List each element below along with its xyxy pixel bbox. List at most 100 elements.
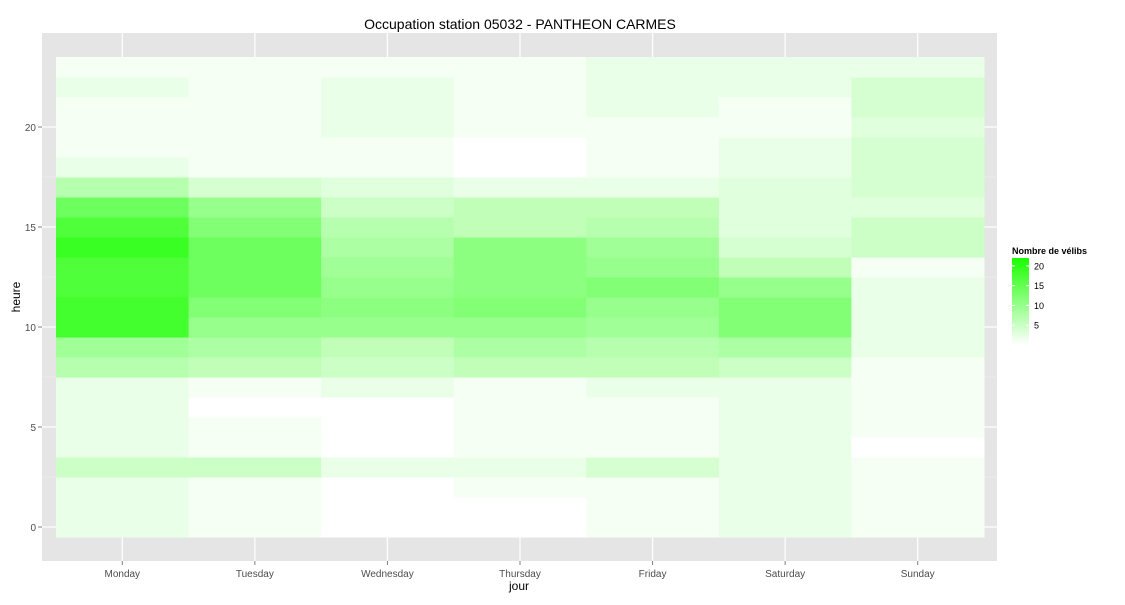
heatmap-cell xyxy=(851,77,985,98)
heatmap-cell xyxy=(56,477,190,498)
heatmap-cell xyxy=(188,117,322,138)
heatmap-cell xyxy=(453,337,587,358)
x-tick-label: Wednesday xyxy=(361,569,414,580)
heatmap-cell xyxy=(321,117,455,138)
axes: 0 5 10 15 20 Monday Tuesday Wednesday Thursday Fr… xyxy=(9,123,935,593)
heatmap-cell xyxy=(56,77,190,98)
heatmap-cell xyxy=(188,457,322,478)
heatmap-cell xyxy=(586,137,720,158)
heatmap-cell xyxy=(188,377,322,398)
heatmap-cell xyxy=(188,297,322,318)
heatmap-cell xyxy=(718,497,852,518)
heatmap-cell xyxy=(188,217,322,238)
y-tick-label: 5 xyxy=(30,423,36,434)
chart-title: Occupation station 05032 - PANTHEON CARM… xyxy=(364,16,676,32)
legend-tick-label: 20 xyxy=(1034,261,1044,271)
heatmap-cell xyxy=(56,497,190,518)
heatmap-cell xyxy=(453,457,587,478)
heatmap-cell xyxy=(586,357,720,378)
heatmap-cell xyxy=(321,337,455,358)
heatmap-cell xyxy=(586,497,720,518)
x-tick-label: Friday xyxy=(639,569,667,580)
heatmap-cell xyxy=(188,317,322,338)
x-tick-label: Monday xyxy=(104,569,140,580)
heatmap-cell xyxy=(321,477,455,498)
heatmap-cell xyxy=(56,177,190,198)
heatmap-cell xyxy=(321,257,455,278)
heatmap-cell xyxy=(586,297,720,318)
heatmap-cell xyxy=(586,57,720,78)
heatmap-cell xyxy=(453,357,587,378)
heatmap-cell xyxy=(188,157,322,178)
heatmap-cell xyxy=(188,77,322,98)
heatmap-cell xyxy=(453,117,587,138)
heatmap-cell xyxy=(586,397,720,418)
heatmap-cell xyxy=(188,97,322,118)
heatmap-cell xyxy=(453,437,587,458)
heatmap-cell xyxy=(56,397,190,418)
heatmap-cell xyxy=(188,197,322,218)
heatmap-cell xyxy=(851,317,985,338)
heatmap-cell xyxy=(188,57,322,78)
heatmap-cell xyxy=(718,317,852,338)
heatmap-cell xyxy=(851,197,985,218)
heatmap-cell xyxy=(188,497,322,518)
heatmap-cell xyxy=(321,77,455,98)
heatmap-cell xyxy=(718,457,852,478)
heatmap-cell xyxy=(321,497,455,518)
heatmap-cell xyxy=(188,257,322,278)
y-tick-label: 0 xyxy=(30,523,36,534)
heatmap-cell xyxy=(56,317,190,338)
heatmap-cell xyxy=(56,97,190,118)
heatmap-cell xyxy=(851,457,985,478)
heatmap-cell xyxy=(586,277,720,298)
heatmap-cell xyxy=(188,417,322,438)
heatmap-cell xyxy=(586,477,720,498)
heatmap-cell xyxy=(56,137,190,158)
heatmap-cell xyxy=(453,97,587,118)
heatmap-cell xyxy=(851,57,985,78)
x-tick-label: Sunday xyxy=(901,569,935,580)
heatmap-cell xyxy=(188,477,322,498)
heatmap-cell xyxy=(56,437,190,458)
heatmap-cell xyxy=(586,217,720,238)
heatmap-cell xyxy=(321,317,455,338)
heatmap-cell xyxy=(851,117,985,138)
heatmap-cell xyxy=(586,337,720,358)
heatmap-cell xyxy=(321,217,455,238)
heatmap-cell xyxy=(851,157,985,178)
heatmap-cell xyxy=(718,377,852,398)
heatmap-cell xyxy=(453,317,587,338)
heatmap-cell xyxy=(453,157,587,178)
heatmap-cell xyxy=(718,177,852,198)
heatmap-cell xyxy=(56,217,190,238)
heatmap-cell xyxy=(453,397,587,418)
legend-tick-label: 15 xyxy=(1034,281,1044,291)
heatmap-cell xyxy=(188,237,322,258)
y-tick-label: 10 xyxy=(25,323,37,334)
heatmap-cell xyxy=(321,277,455,298)
heatmap-cell xyxy=(586,77,720,98)
heatmap-cell xyxy=(188,397,322,418)
heatmap-cell xyxy=(586,157,720,178)
heatmap-cell xyxy=(321,397,455,418)
heatmap-cell xyxy=(851,417,985,438)
heatmap-cell xyxy=(321,137,455,158)
y-axis-label: heure xyxy=(9,281,23,312)
heatmap-cell xyxy=(56,457,190,478)
heatmap-cell xyxy=(321,517,455,538)
heatmap-cell xyxy=(453,197,587,218)
heatmap-cell xyxy=(718,217,852,238)
heatmap-cell xyxy=(56,117,190,138)
heatmap-cell xyxy=(718,237,852,258)
heatmap-cell xyxy=(851,177,985,198)
heatmap-cell xyxy=(586,177,720,198)
heatmap-cell xyxy=(188,137,322,158)
heatmap-cell xyxy=(851,137,985,158)
heatmap-cell xyxy=(56,377,190,398)
heatmap-cell xyxy=(586,257,720,278)
heatmap-cell xyxy=(453,417,587,438)
heatmap-cell xyxy=(851,277,985,298)
heatmap-cell xyxy=(718,117,852,138)
heatmap-cell xyxy=(851,97,985,118)
